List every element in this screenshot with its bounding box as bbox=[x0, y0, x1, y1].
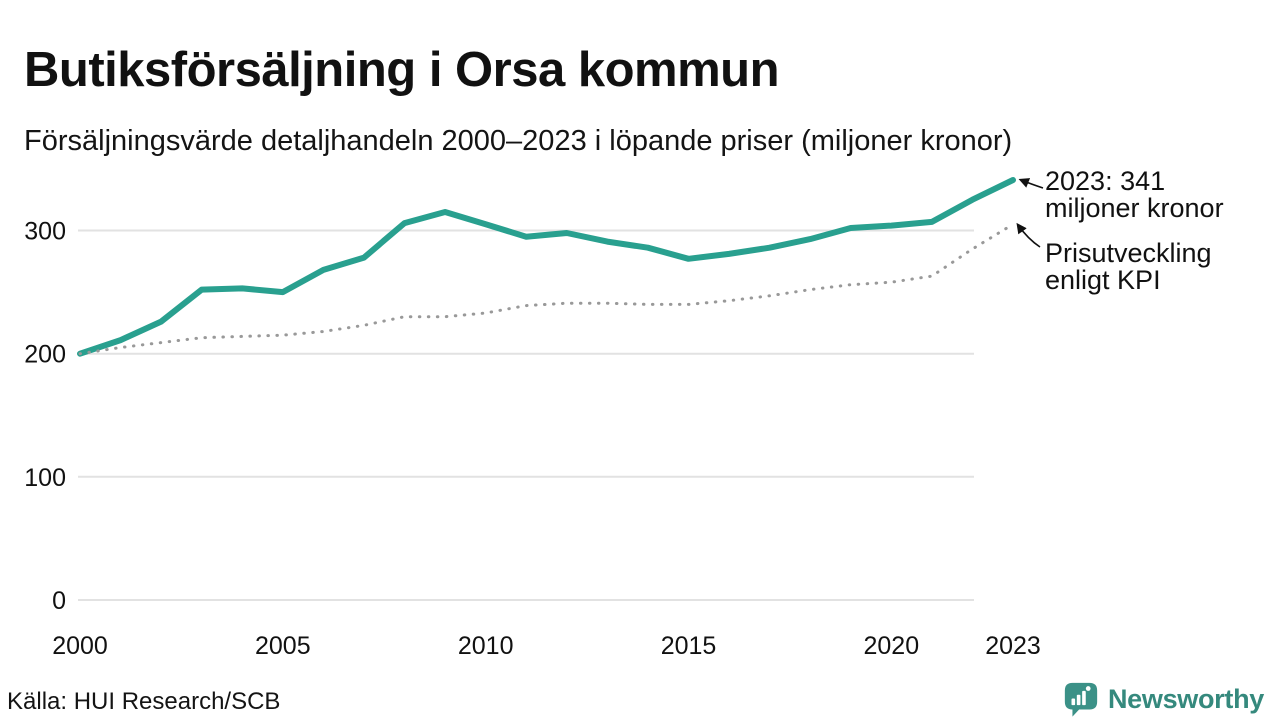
chart-title: Butiksförsäljning i Orsa kommun bbox=[24, 42, 780, 97]
annotation-arrow-sales bbox=[1018, 178, 1044, 189]
newsworthy-wordmark: Newsworthy bbox=[1107, 683, 1264, 714]
chart-subtitle: Försäljningsvärde detaljhandeln 2000–202… bbox=[24, 125, 1013, 157]
x-axis-label-2010: 2010 bbox=[458, 632, 514, 660]
x-axis-label-2015: 2015 bbox=[661, 632, 717, 660]
sales-line bbox=[77, 177, 1016, 357]
x-axis-label-2023: 2023 bbox=[985, 632, 1041, 660]
y-axis-label-200: 200 bbox=[24, 341, 66, 369]
y-axis-label-100: 100 bbox=[24, 464, 66, 492]
annotation-kpi-label: Prisutveckling enligt KPI bbox=[1045, 238, 1212, 295]
newsworthy-logo-icon bbox=[1064, 682, 1098, 717]
y-axis-label-300: 300 bbox=[24, 218, 66, 246]
source-label: Källa: HUI Research/SCB bbox=[7, 688, 281, 715]
x-axis-label-2005: 2005 bbox=[255, 632, 311, 660]
newsworthy-logo: Newsworthy bbox=[1062, 680, 1264, 718]
kpi-line bbox=[78, 222, 1015, 356]
annotation-arrow-kpi bbox=[1016, 222, 1041, 248]
annotation-sales-value: 2023: 341 miljoner kronor bbox=[1045, 166, 1224, 223]
x-axis-label-2020: 2020 bbox=[863, 632, 919, 660]
y-axis-label-0: 0 bbox=[52, 587, 66, 615]
x-axis-label-2000: 2000 bbox=[52, 632, 108, 660]
